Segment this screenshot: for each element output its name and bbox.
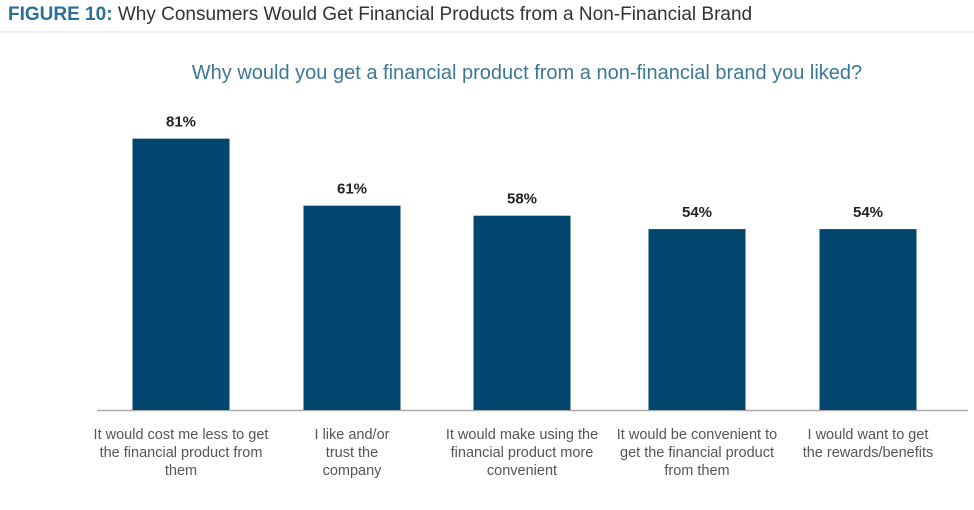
value-label: 54% — [682, 204, 712, 221]
value-label: 54% — [853, 204, 883, 221]
bar — [132, 138, 230, 410]
bar — [819, 229, 917, 410]
category-label: I would want to get the rewards/benefits — [802, 427, 934, 461]
bar — [648, 229, 746, 410]
bar — [473, 215, 571, 410]
category-label: I like and/or trust the company — [314, 427, 390, 479]
value-label: 81% — [166, 114, 196, 131]
chart-subtitle: Why would you get a financial product fr… — [191, 62, 863, 84]
chart-title: Why Consumers Would Get Financial Produc… — [117, 4, 753, 25]
category-label: It would make using the financial produc… — [445, 427, 599, 479]
value-label: 58% — [507, 191, 537, 208]
bar — [303, 205, 401, 410]
value-label: 61% — [337, 181, 367, 198]
title: FIGURE 10: Why Consumers Would Get Finan… — [8, 4, 752, 26]
category-label: It would be convenient to get the financ… — [616, 427, 778, 479]
figure-label: FIGURE 10: — [8, 4, 113, 25]
category-label: It would cost me less to get the financi… — [93, 427, 269, 479]
